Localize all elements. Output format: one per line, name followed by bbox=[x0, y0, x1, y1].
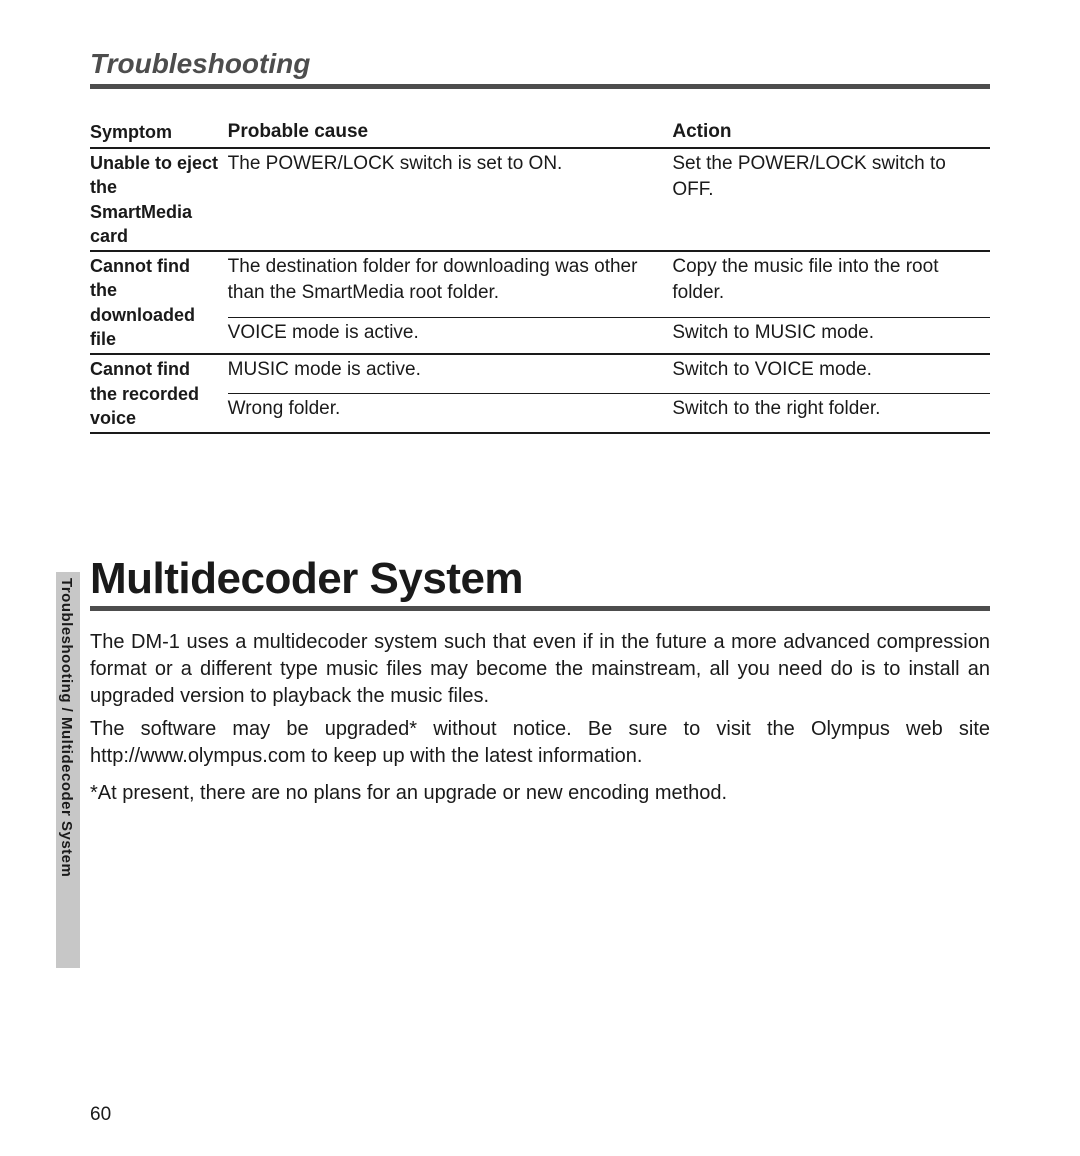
cell-symptom: Unable to eject the SmartMedia card bbox=[90, 148, 228, 251]
page-content: Troubleshooting Symptom Probable cause A… bbox=[90, 48, 990, 813]
cell-cause: MUSIC mode is active. bbox=[228, 354, 673, 393]
paragraph: The software may be upgraded* without no… bbox=[90, 716, 990, 770]
cell-action: Switch to MUSIC mode. bbox=[672, 318, 990, 355]
section-title-troubleshooting: Troubleshooting bbox=[90, 48, 990, 80]
cell-symptom: Cannot find the downloaded file bbox=[90, 251, 228, 354]
troubleshooting-table: Symptom Probable cause Action Unable to … bbox=[90, 117, 990, 434]
cell-cause: VOICE mode is active. bbox=[228, 318, 673, 355]
cell-action: Copy the music file into the root folder… bbox=[672, 251, 990, 318]
cell-cause: The POWER/LOCK switch is set to ON. bbox=[228, 148, 673, 251]
cell-action: Switch to VOICE mode. bbox=[672, 354, 990, 393]
table-header-row: Symptom Probable cause Action bbox=[90, 117, 990, 148]
horizontal-rule bbox=[90, 84, 990, 89]
cell-cause: Wrong folder. bbox=[228, 394, 673, 433]
page-number: 60 bbox=[90, 1104, 111, 1126]
cell-action: Set the POWER/LOCK switch to OFF. bbox=[672, 148, 990, 251]
table-row: Cannot find the downloaded file The dest… bbox=[90, 251, 990, 318]
section-title-multidecoder: Multidecoder System bbox=[90, 554, 990, 604]
col-cause: Probable cause bbox=[228, 117, 673, 148]
cell-symptom: Cannot find the recorded voice bbox=[90, 354, 228, 433]
col-symptom: Symptom bbox=[90, 117, 228, 148]
footnote: *At present, there are no plans for an u… bbox=[90, 780, 990, 807]
cell-action: Switch to the right folder. bbox=[672, 394, 990, 433]
col-action: Action bbox=[672, 117, 990, 148]
horizontal-rule bbox=[90, 606, 990, 611]
table-row: Cannot find the recorded voice MUSIC mod… bbox=[90, 354, 990, 393]
sidebar-label: Troubleshooting / Multidecoder System bbox=[58, 578, 75, 877]
paragraph: The DM-1 uses a multidecoder system such… bbox=[90, 629, 990, 710]
table-row: Unable to eject the SmartMedia card The … bbox=[90, 148, 990, 251]
cell-cause: The destination folder for downloading w… bbox=[228, 251, 673, 318]
